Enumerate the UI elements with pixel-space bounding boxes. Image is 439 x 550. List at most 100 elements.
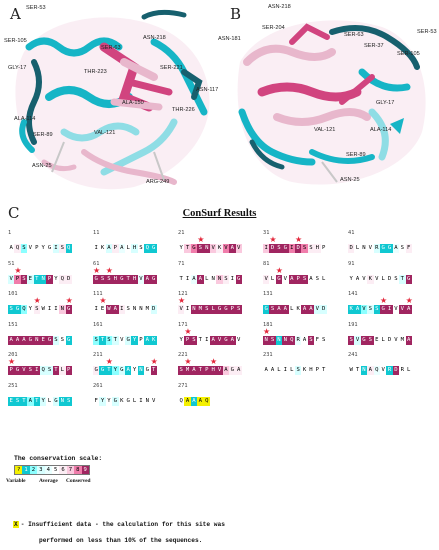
residue-cell: D: [269, 244, 276, 253]
residue-cell: A: [222, 366, 230, 375]
residue-cell: H: [131, 274, 138, 284]
residue-cell: V: [367, 244, 374, 253]
residue-cell: P: [294, 274, 302, 284]
residue-cell: G: [118, 366, 125, 375]
sequence-block: 111 ★ I E W A I S N N M D: [93, 291, 157, 314]
residue-cell: S: [20, 244, 28, 253]
star-row: [8, 329, 72, 336]
residue-cell: V: [150, 396, 157, 406]
residue-cell: V: [354, 335, 361, 345]
residue-number: 171: [178, 321, 188, 328]
sequence-block: 171 ★ Y P S T I A V G A V: [178, 322, 242, 345]
insufficient-data-note: X- Insufficient data - the calculation f…: [13, 517, 225, 549]
residue-cell: L: [288, 366, 295, 375]
residue-cell: T: [399, 274, 406, 284]
residue-cell: H: [209, 366, 217, 375]
residue-cell: N: [131, 305, 138, 314]
residue-cell: D: [392, 366, 400, 375]
residue-cell: A: [209, 335, 217, 345]
residue-cell: H: [131, 244, 138, 253]
insufficient-line-1: - Insufficient data - the calculation fo…: [20, 521, 225, 528]
residue-cell: K: [216, 244, 223, 253]
residue-cell: N: [190, 305, 198, 314]
residue-cell: G: [118, 274, 125, 284]
residue-cell: A: [367, 366, 374, 375]
star-row: ★ ★: [8, 296, 73, 305]
residue-cell: S: [269, 305, 276, 314]
a-label-thr226: THR-226: [172, 107, 195, 113]
sequence-block: 71 T I A A L N N S I G: [178, 261, 242, 284]
residue-cell: A: [105, 244, 113, 253]
residue-cell: V: [118, 335, 125, 345]
functional-residue-star-icon: ★: [93, 265, 101, 275]
residue-cell: L: [209, 305, 217, 314]
residue-cell: W: [105, 305, 113, 314]
residue-number: 151: [8, 321, 18, 328]
sequence-block: 261 F Y Y G K G L I N V: [93, 383, 157, 406]
residue-cell: G: [14, 366, 21, 375]
residue-cell: G: [275, 274, 283, 284]
residue-cell: A: [307, 305, 315, 314]
residue-cell: T: [197, 335, 204, 345]
residue-number: 231: [263, 352, 273, 358]
star-row: [348, 359, 412, 366]
residue-number: 241: [348, 352, 358, 358]
residue-cell: L: [269, 274, 276, 284]
sequence-block: 121 ★ V I N M S L G G P S: [178, 291, 242, 314]
residue-number: 211: [93, 352, 103, 358]
residue-cell: V: [137, 274, 145, 284]
residue-number: 61: [93, 260, 100, 267]
residue-cell: A: [144, 335, 151, 345]
residue-cell: A: [275, 305, 283, 314]
residue-cell: G: [360, 335, 368, 345]
residue-cell: V: [216, 335, 223, 345]
b-label-asn181: ASN-181: [218, 36, 241, 42]
residue-cell: G: [222, 305, 230, 314]
residue-cell: G: [112, 396, 119, 406]
residue-cell: Y: [105, 396, 113, 406]
residue-cell: T: [20, 396, 28, 406]
residue-cell: W: [39, 305, 47, 314]
residue-cell: N: [137, 366, 145, 375]
structure-panel-b: [222, 2, 436, 200]
residue-cell: P: [229, 305, 236, 314]
residue-cell: N: [209, 274, 217, 284]
residue-cell: A: [118, 244, 125, 253]
residue-cell: I: [263, 244, 270, 253]
residue-cell: Q: [288, 335, 295, 345]
residue-number: 191: [348, 321, 358, 328]
residue-cell: R: [294, 335, 302, 345]
residue-cell: E: [27, 274, 34, 284]
sequence-block: 241 W T N A Q V R D R L: [348, 352, 412, 375]
residue-cell: T: [112, 335, 119, 345]
residue-cell: S: [392, 274, 400, 284]
residue-cell: S: [99, 274, 106, 284]
residue-cell: S: [367, 335, 374, 345]
residue-cell: A: [184, 396, 191, 406]
sequence-block: 91 Y A V K V L D S T G: [348, 261, 412, 284]
residue-cell: I: [229, 274, 236, 284]
residue-cell: Q: [144, 244, 151, 253]
residue-cell: V: [178, 305, 185, 314]
residue-cell: E: [39, 335, 47, 345]
residue-cell: T: [124, 274, 132, 284]
residue-cell: N: [203, 244, 210, 253]
residue-cell: G: [46, 244, 53, 253]
sequence-block: 51 ★ V P S E T N P Y Q D: [8, 261, 72, 284]
residue-cell: V: [235, 335, 242, 345]
residue-cell: V: [27, 244, 34, 253]
residue-cell: I: [93, 244, 100, 253]
residue-cell: S: [222, 274, 230, 284]
a-label-gly17: GLY-17: [8, 65, 27, 71]
residue-cell: F: [93, 396, 100, 406]
functional-residue-star-icon: ★: [14, 265, 22, 275]
residue-cell: S: [301, 274, 308, 284]
functional-residue-star-icon: ★: [33, 296, 41, 305]
residue-number: 161: [93, 321, 103, 328]
residue-cell: G: [386, 244, 393, 253]
residue-cell: V: [216, 366, 223, 375]
